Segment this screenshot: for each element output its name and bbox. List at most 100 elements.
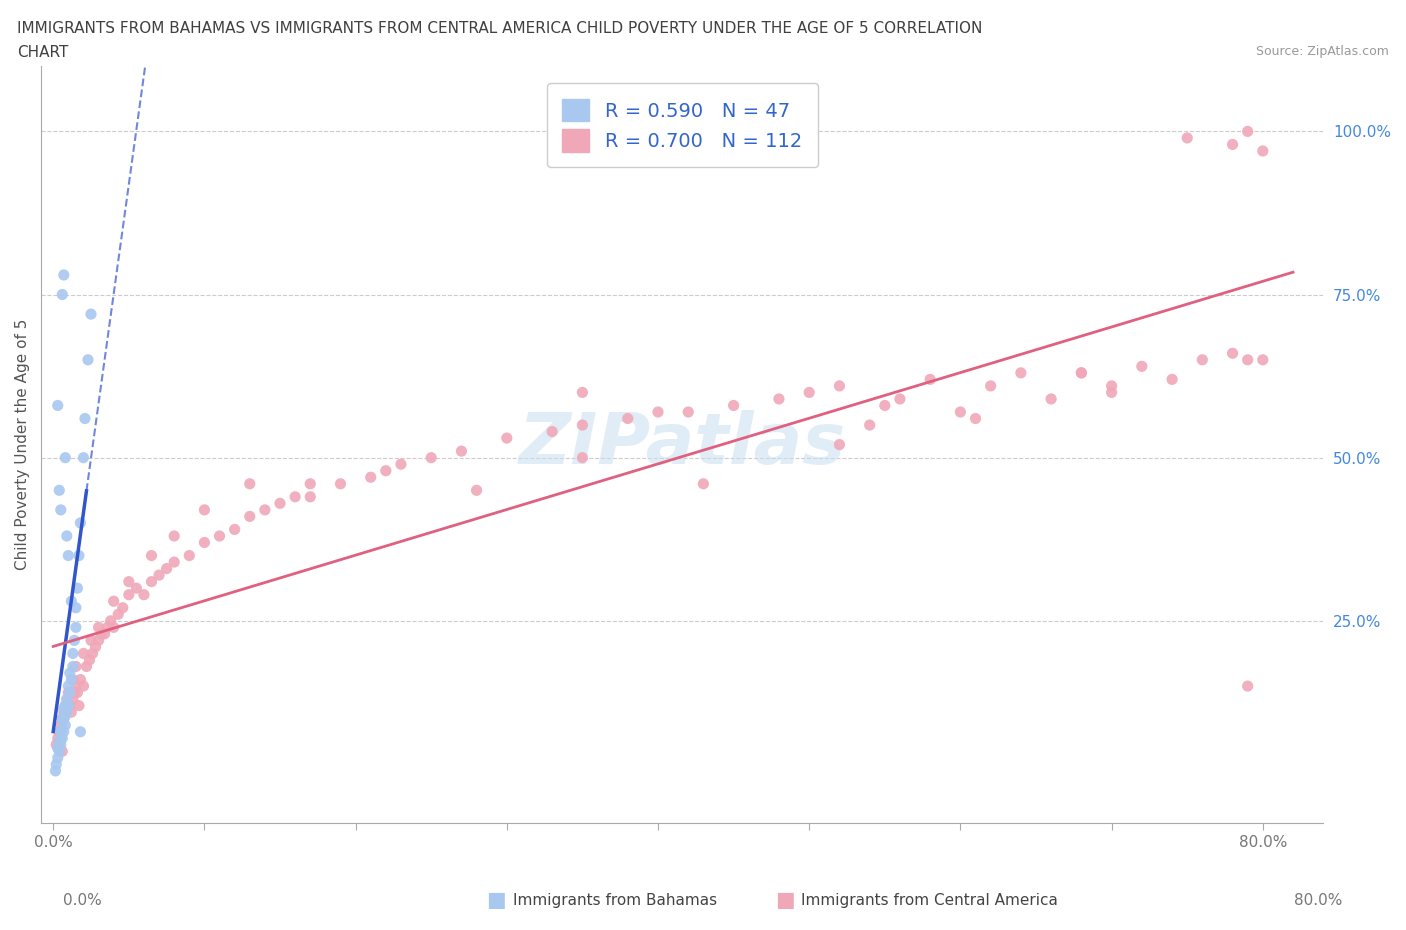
- Point: [82, 646, 104, 661]
- Point: [80, 633, 103, 648]
- Point: [59, 685, 82, 700]
- Point: [103, 593, 125, 608]
- Point: [60, 705, 83, 720]
- Point: [163, 554, 186, 569]
- Point: [60, 672, 83, 687]
- Y-axis label: Child Poverty Under the Age of 5: Child Poverty Under the Age of 5: [15, 319, 30, 570]
- Point: [253, 502, 276, 517]
- Point: [980, 379, 1002, 393]
- Point: [828, 379, 851, 393]
- Point: [62, 659, 84, 674]
- Point: [1251, 143, 1274, 158]
- Point: [723, 398, 745, 413]
- Text: 80.0%: 80.0%: [1295, 893, 1343, 908]
- Point: [118, 587, 141, 602]
- Point: [1236, 679, 1258, 694]
- Point: [1070, 365, 1092, 380]
- Point: [141, 574, 163, 589]
- Point: [90, 627, 112, 642]
- Point: [616, 411, 638, 426]
- Point: [52, 711, 75, 726]
- Text: CHART: CHART: [17, 45, 69, 60]
- Point: [63, 685, 86, 700]
- Text: ■: ■: [486, 890, 506, 910]
- Point: [541, 424, 564, 439]
- Point: [1175, 130, 1198, 145]
- Point: [107, 607, 129, 622]
- Point: [66, 580, 89, 595]
- Point: [58, 679, 80, 694]
- Point: [56, 692, 79, 707]
- Point: [163, 528, 186, 543]
- Point: [239, 476, 262, 491]
- Text: Source: ZipAtlas.com: Source: ZipAtlas.com: [1256, 45, 1389, 58]
- Point: [100, 614, 122, 629]
- Point: [58, 548, 80, 563]
- Point: [97, 620, 120, 635]
- Point: [46, 740, 69, 755]
- Point: [873, 398, 896, 413]
- Point: [59, 698, 82, 713]
- Point: [48, 734, 70, 749]
- Point: [374, 463, 396, 478]
- Point: [51, 744, 73, 759]
- Point: [62, 646, 84, 661]
- Point: [647, 405, 669, 419]
- Point: [79, 653, 101, 668]
- Point: [224, 522, 246, 537]
- Text: 0.0%: 0.0%: [63, 893, 103, 908]
- Point: [51, 721, 73, 736]
- Point: [1040, 392, 1063, 406]
- Text: ■: ■: [775, 890, 794, 910]
- Point: [125, 580, 148, 595]
- Point: [46, 751, 69, 765]
- Point: [329, 476, 352, 491]
- Point: [1236, 352, 1258, 367]
- Point: [49, 724, 72, 739]
- Point: [62, 672, 84, 687]
- Point: [65, 679, 87, 694]
- Point: [49, 737, 72, 752]
- Point: [1236, 124, 1258, 139]
- Point: [965, 411, 987, 426]
- Point: [52, 701, 75, 716]
- Text: Immigrants from Bahamas: Immigrants from Bahamas: [513, 893, 717, 908]
- Text: IMMIGRANTS FROM BAHAMAS VS IMMIGRANTS FROM CENTRAL AMERICA CHILD POVERTY UNDER T: IMMIGRANTS FROM BAHAMAS VS IMMIGRANTS FR…: [17, 21, 983, 36]
- Point: [46, 398, 69, 413]
- Point: [63, 633, 86, 648]
- Point: [571, 450, 593, 465]
- Point: [692, 476, 714, 491]
- Point: [52, 705, 75, 720]
- Point: [118, 574, 141, 589]
- Point: [155, 561, 177, 576]
- Point: [1010, 365, 1032, 380]
- Point: [52, 268, 75, 283]
- Point: [1251, 352, 1274, 367]
- Point: [73, 411, 96, 426]
- Point: [93, 627, 115, 642]
- Point: [49, 502, 72, 517]
- Point: [920, 372, 942, 387]
- Point: [1070, 365, 1092, 380]
- Point: [80, 307, 103, 322]
- Point: [65, 659, 87, 674]
- Point: [45, 757, 67, 772]
- Point: [465, 483, 488, 498]
- Point: [48, 483, 70, 498]
- Point: [65, 601, 87, 616]
- Point: [58, 685, 80, 700]
- Point: [1161, 372, 1184, 387]
- Point: [56, 698, 79, 713]
- Point: [69, 672, 91, 687]
- Point: [65, 620, 87, 635]
- Point: [208, 528, 231, 543]
- Point: [1222, 346, 1244, 361]
- Point: [420, 450, 443, 465]
- Point: [87, 633, 110, 648]
- Point: [69, 515, 91, 530]
- Point: [193, 502, 215, 517]
- Point: [571, 418, 593, 432]
- Point: [60, 593, 83, 608]
- Point: [51, 287, 73, 302]
- Point: [148, 567, 170, 582]
